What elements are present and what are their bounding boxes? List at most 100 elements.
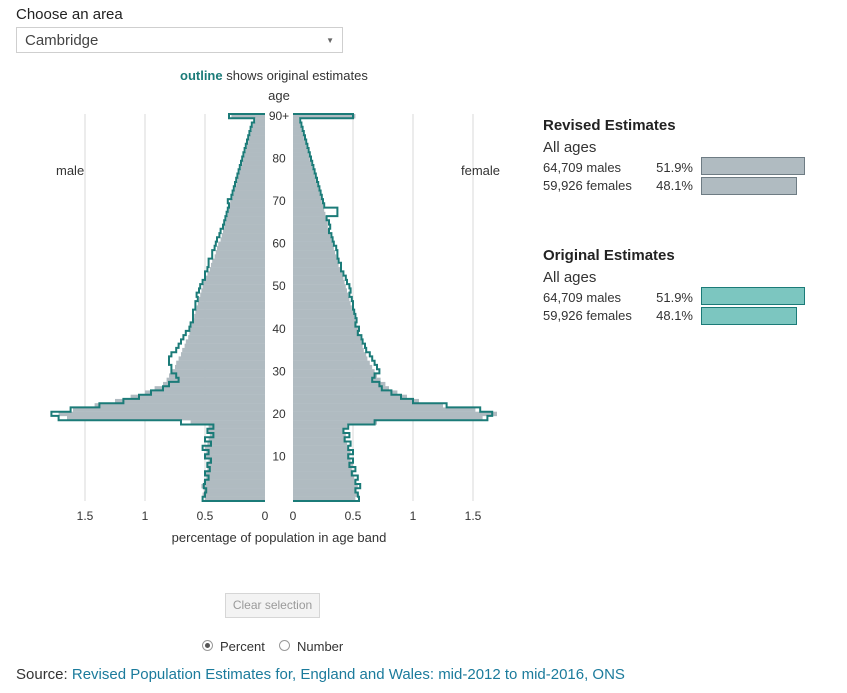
revised-summary-title: Revised Estimates — [543, 117, 676, 134]
radio-selected-icon — [202, 640, 213, 651]
bar-male-revised — [182, 347, 265, 353]
bar-male-revised — [212, 258, 265, 264]
bar-male-revised — [208, 437, 265, 442]
bar-male-revised — [178, 356, 265, 361]
bar-male-revised — [163, 381, 265, 387]
bar-female-revised — [293, 483, 358, 489]
bar-female-revised — [293, 390, 398, 395]
bar-male-revised — [205, 496, 265, 502]
revised-female-count: 59,926 females — [543, 178, 632, 193]
bar-female-revised — [293, 369, 375, 374]
bar-male-revised — [207, 466, 265, 472]
bar-male-revised — [230, 199, 265, 204]
bar-female-revised — [293, 156, 310, 161]
revised-female-bar — [701, 177, 798, 195]
bar-male-revised — [255, 118, 265, 123]
bar-male-revised — [201, 483, 265, 489]
bar-female-revised — [293, 207, 325, 213]
clear-selection-button[interactable]: Clear selection — [225, 593, 320, 618]
area-select[interactable]: Cambridge ▼ — [16, 27, 343, 53]
bar-male-revised — [195, 309, 265, 315]
original-female-count: 59,926 females — [543, 308, 632, 323]
bar-male-revised — [244, 152, 265, 157]
bar-female-revised — [293, 262, 339, 268]
bar-female-revised — [293, 454, 350, 459]
bar-male-revised — [237, 177, 265, 183]
bar-female-revised — [293, 475, 355, 480]
bar-male-revised — [229, 207, 265, 213]
x-axis-label: percentage of population in age band — [172, 530, 387, 545]
bar-male-revised — [250, 131, 265, 136]
bar-female-revised — [293, 220, 328, 225]
male-side-label: male — [56, 163, 84, 178]
age-tick-label: 90+ — [269, 109, 289, 123]
bar-male-revised — [208, 458, 265, 463]
bar-male-revised — [231, 114, 265, 119]
bar-female-revised — [293, 458, 351, 463]
bar-male-revised — [196, 305, 265, 310]
bar-female-revised — [293, 258, 338, 264]
female-side-label: female — [461, 163, 500, 178]
bar-male-revised — [239, 169, 265, 174]
bar-male-revised — [205, 275, 265, 281]
bar-female-revised — [293, 330, 359, 336]
x-tick-label-male: 1.5 — [77, 509, 94, 523]
original-male-bar — [701, 287, 805, 305]
source-prefix: Source: — [16, 666, 72, 683]
source-link[interactable]: Revised Population Estimates for, Englan… — [71, 666, 625, 683]
bar-male-revised — [220, 237, 265, 242]
bar-female-revised — [293, 135, 304, 140]
bar-female-revised — [293, 173, 315, 178]
original-summary-title: Original Estimates — [543, 247, 675, 264]
bar-female-revised — [293, 407, 476, 412]
bar-male-revised — [223, 228, 265, 234]
bar-male-revised — [191, 322, 265, 327]
bar-male-revised — [197, 301, 265, 306]
bar-female-revised — [293, 437, 346, 442]
outline-male-original — [50, 113, 265, 502]
bar-male-revised — [189, 330, 265, 336]
bar-male-revised — [227, 211, 265, 217]
bar-female-revised — [293, 160, 311, 166]
bar-female-revised — [293, 199, 322, 204]
bar-female-revised — [293, 237, 332, 242]
bar-female-revised — [293, 479, 356, 485]
age-tick-label: 70 — [272, 194, 286, 208]
bar-female-revised — [293, 165, 313, 170]
revised-male-bar — [701, 157, 805, 175]
bar-female-revised — [293, 182, 317, 187]
bar-female-revised — [293, 449, 351, 455]
bar-female-revised — [293, 373, 377, 378]
bar-male-revised — [207, 271, 265, 276]
bar-female-revised — [293, 356, 368, 361]
bar-female-revised — [293, 228, 329, 234]
bar-female-revised — [293, 428, 345, 434]
original-male-count: 64,709 males — [543, 290, 622, 305]
age-tick-label: 60 — [272, 237, 286, 251]
bar-male-revised — [193, 318, 265, 323]
bar-male-revised — [253, 122, 265, 127]
bar-male-revised — [214, 254, 265, 259]
age-tick-label: 80 — [272, 152, 286, 166]
bar-male-revised — [73, 407, 265, 412]
bar-female-revised — [293, 313, 355, 319]
age-tick-label: 10 — [272, 449, 286, 463]
bar-female-revised — [293, 424, 347, 429]
bar-female-revised — [293, 343, 363, 349]
bar-female-revised — [293, 432, 346, 438]
bar-female-revised — [293, 169, 314, 174]
original-female-bar — [701, 307, 798, 325]
bar-female-revised — [293, 488, 357, 493]
source-line: Source: Revised Population Estimates for… — [16, 666, 625, 683]
bar-female-revised — [293, 126, 302, 132]
population-pyramid-chart[interactable]: 10 20 30 40 50 60 70 80 90+ age 1.5 1 0.5 0 0 0.5 1 1.5 pe… — [0, 0, 540, 560]
bar-female-revised — [293, 335, 361, 340]
outline-legend-note: outline shows original estimates — [180, 68, 368, 83]
bar-male-revised — [242, 160, 265, 166]
bar-male-revised — [203, 279, 265, 285]
bar-male-revised — [190, 326, 265, 332]
bar-male-revised — [217, 245, 265, 251]
bar-female-revised — [293, 233, 331, 238]
bar-female-revised — [293, 143, 307, 149]
bar-male-revised — [130, 394, 265, 400]
